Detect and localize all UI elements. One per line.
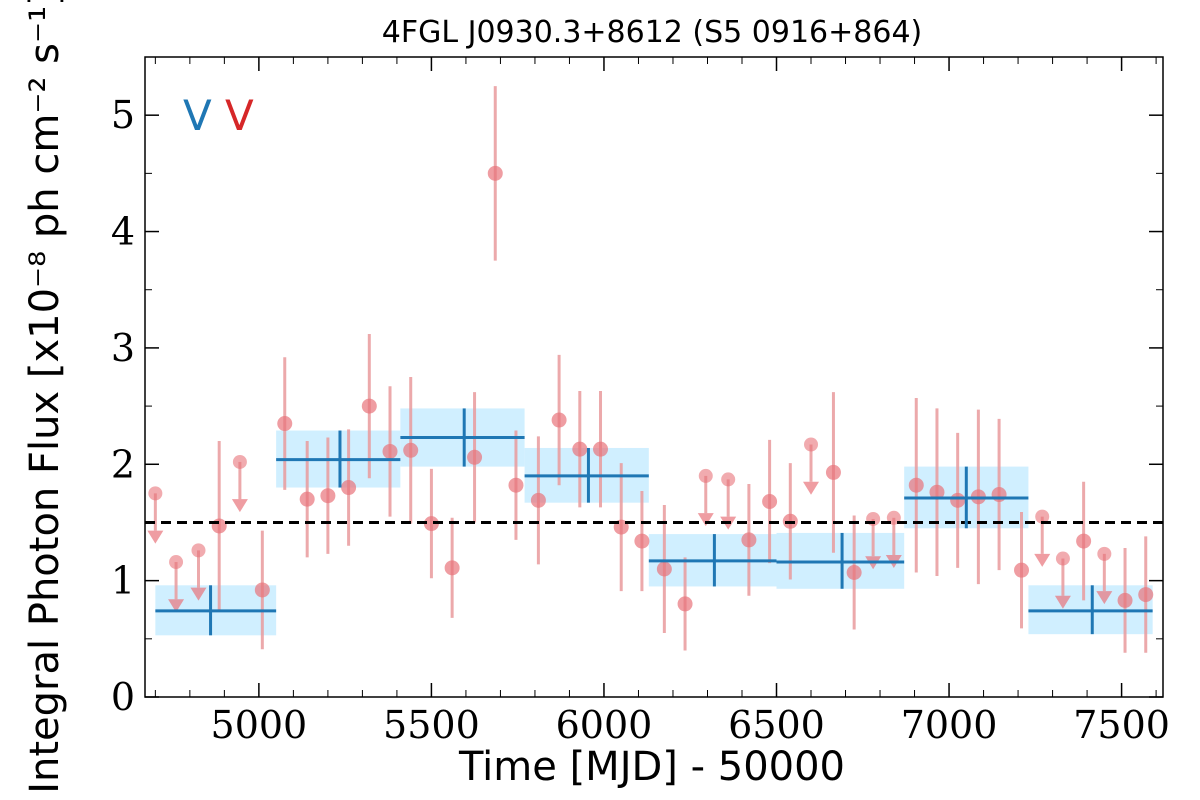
- data-point: [467, 449, 483, 465]
- data-point: [277, 416, 293, 432]
- upper-limit-arrow: [190, 587, 207, 601]
- data-point: [382, 443, 398, 459]
- upper-limit-marker: [169, 555, 184, 570]
- legend-entry: V: [183, 91, 212, 140]
- plot-area: [145, 86, 1163, 653]
- x-tick-label: 5000: [211, 703, 308, 747]
- upper-limit-marker: [191, 543, 206, 558]
- data-point: [929, 484, 945, 500]
- data-point: [1138, 587, 1154, 603]
- data-point: [1076, 533, 1092, 549]
- data-point: [1117, 592, 1133, 608]
- data-point: [530, 492, 546, 508]
- upper-limit-arrow: [147, 530, 164, 544]
- upper-limit-marker: [1055, 551, 1070, 566]
- x-tick-label: 6000: [556, 703, 653, 747]
- data-point: [508, 477, 524, 493]
- y-tick-label: 5: [111, 93, 135, 137]
- upper-limit-marker: [1097, 546, 1112, 561]
- x-tick-label: 5500: [383, 703, 480, 747]
- upper-limit-arrow: [803, 481, 820, 495]
- x-tick-label: 6500: [728, 703, 825, 747]
- upper-limit-arrow: [697, 513, 714, 527]
- data-point: [361, 398, 377, 414]
- data-point: [634, 533, 650, 549]
- legend-entry: V: [225, 91, 254, 140]
- upper-limit-marker: [721, 472, 736, 487]
- data-point: [211, 518, 227, 534]
- data-point: [656, 561, 672, 577]
- upper-limit-marker: [148, 486, 163, 501]
- data-point: [1014, 562, 1030, 578]
- x-tick-label: 7500: [1073, 703, 1170, 747]
- upper-limit-marker: [232, 454, 247, 469]
- data-point: [551, 412, 567, 428]
- upper-limit-arrow: [1096, 591, 1113, 605]
- upper-limit-marker: [1035, 509, 1050, 524]
- data-point: [677, 596, 693, 612]
- data-point: [846, 564, 862, 580]
- data-point: [254, 582, 270, 598]
- upper-limit-arrow: [231, 499, 248, 513]
- upper-limit-arrow: [1054, 595, 1071, 609]
- data-point: [423, 516, 439, 532]
- y-tick-label: 3: [111, 326, 135, 370]
- axes: 5000 5500 6000 6500 7000 7500 0 1 2 3 4 5: [111, 56, 1170, 747]
- data-point: [299, 491, 315, 507]
- y-tick-label: 0: [111, 675, 135, 719]
- data-point: [320, 488, 336, 504]
- plot-frame: [144, 56, 1164, 698]
- data-point: [444, 560, 460, 576]
- y-tick-label: 1: [111, 559, 135, 603]
- upper-limit-marker: [698, 468, 713, 483]
- upper-limit-marker: [804, 437, 819, 452]
- data-point: [991, 487, 1007, 503]
- data-point: [908, 477, 924, 493]
- y-tick-label: 4: [111, 210, 135, 254]
- data-point: [487, 165, 503, 181]
- data-point: [741, 532, 757, 548]
- x-tick-label: 7000: [901, 703, 998, 747]
- upper-limit-arrow: [168, 599, 185, 613]
- upper-limit-arrow: [1034, 553, 1051, 567]
- y-axis-label: Integral Photon Flux [x10⁻⁸ ph cm⁻² s⁻¹]: [22, 0, 68, 794]
- data-point: [403, 442, 419, 458]
- y-tick-label: 2: [111, 442, 135, 486]
- data-point: [762, 494, 778, 510]
- data-point: [593, 441, 609, 457]
- data-point: [572, 441, 588, 457]
- chart-title: 4FGL J0930.3+8612 (S5 0916+864): [382, 15, 923, 50]
- data-point: [950, 492, 966, 508]
- data-point: [825, 464, 841, 480]
- data-point: [341, 480, 357, 496]
- x-axis-label: Time [MJD] - 50000: [458, 744, 845, 790]
